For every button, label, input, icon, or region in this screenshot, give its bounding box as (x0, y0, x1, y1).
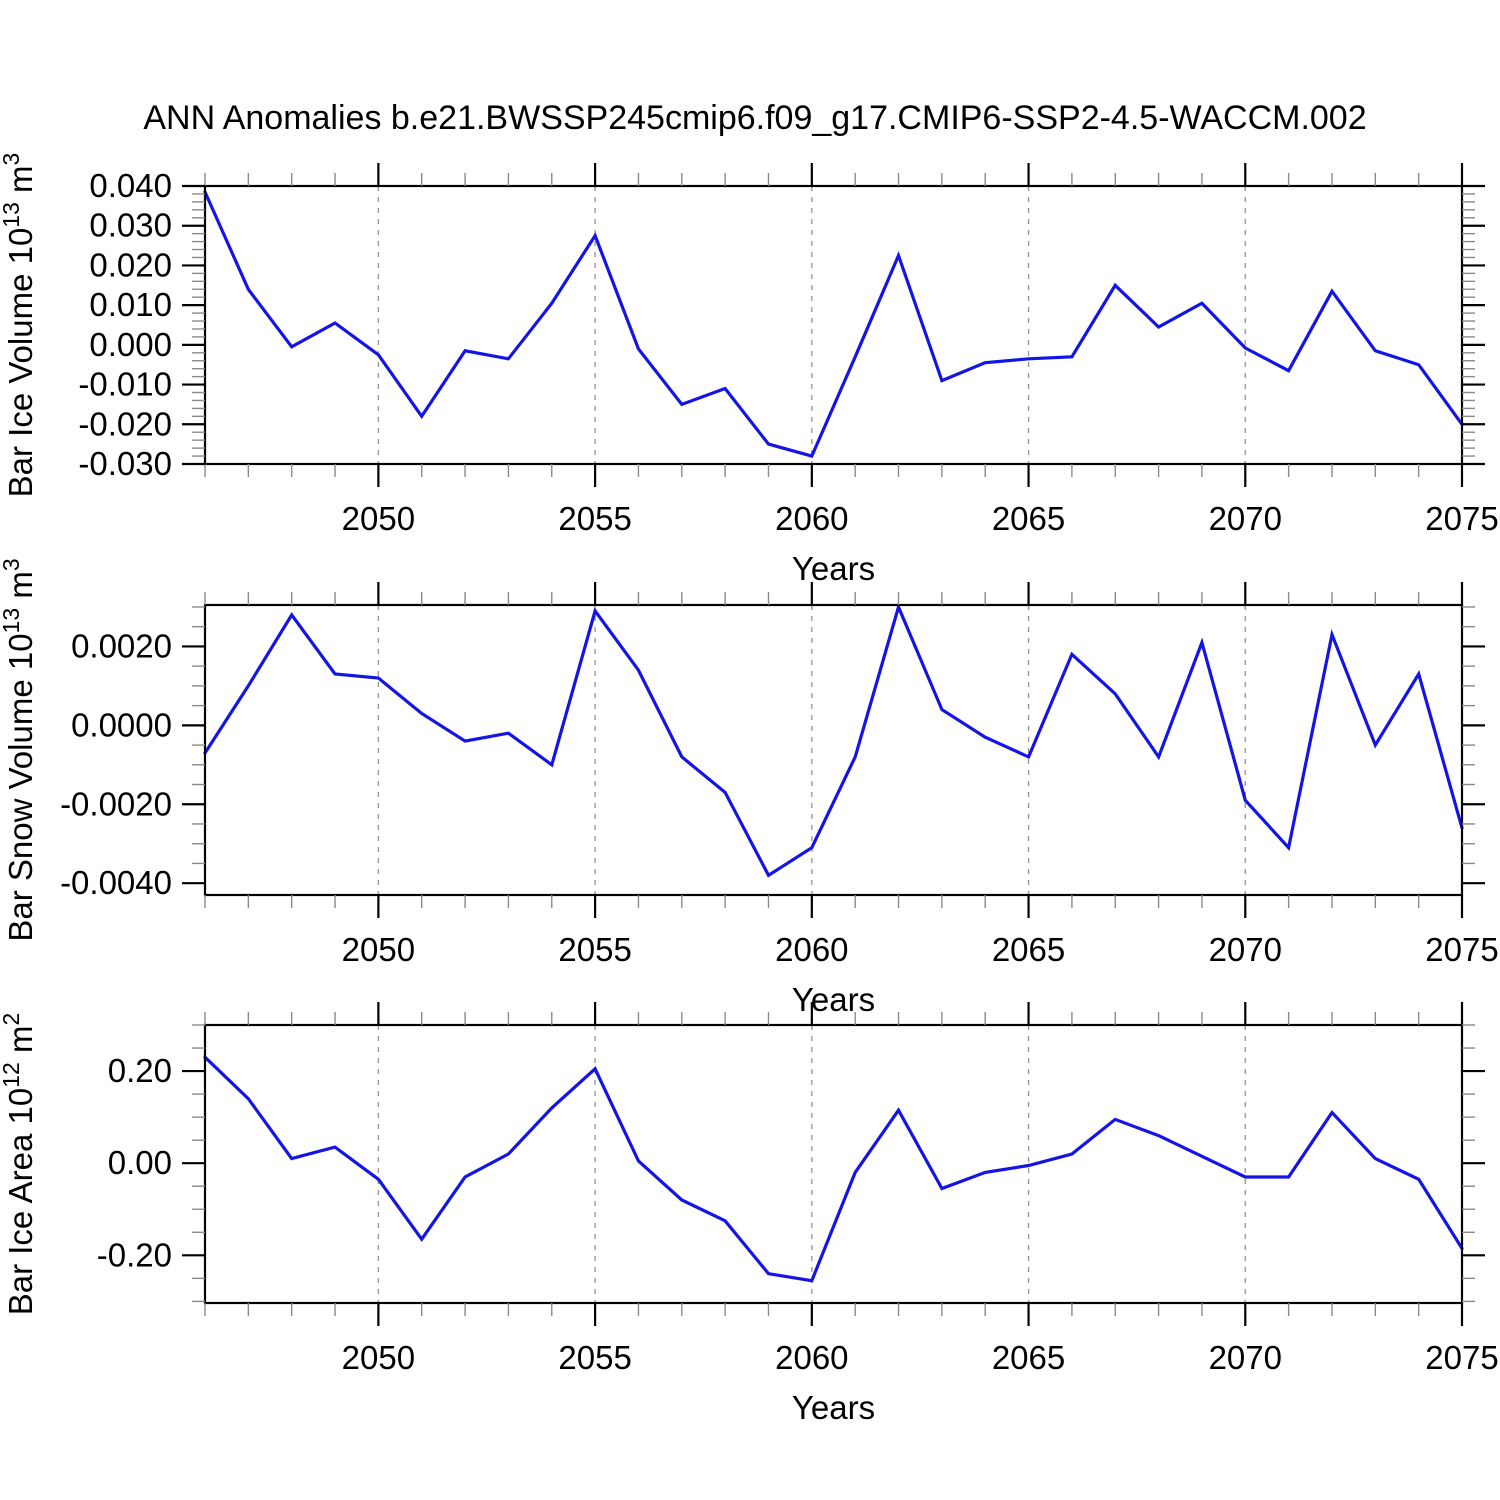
x-tick-label: 2060 (775, 1339, 848, 1376)
y-tick-label: 0.0000 (71, 706, 172, 743)
y-axis-title: Bar Snow Volume 1013 m3 (0, 558, 39, 941)
x-ticks (204, 163, 1464, 487)
y-tick-label: -0.020 (78, 405, 172, 442)
x-axis-title: Years (792, 1389, 875, 1426)
y-axis-title: Bar Ice Volume 1013 m3 (0, 153, 39, 498)
y-tick-label: -0.010 (78, 366, 172, 403)
y-tick-label: -0.0040 (60, 864, 172, 901)
panel-bar-ice-volume: 0.0400.0300.0200.0100.000-0.010-0.020-0.… (0, 153, 1499, 587)
data-line-bar-ice-area (203, 1055, 1464, 1283)
x-ticks (204, 1002, 1464, 1326)
x-tick-label: 2075 (1425, 1339, 1498, 1376)
y-tick-label: -0.030 (78, 445, 172, 482)
x-tick-label: 2070 (1209, 1339, 1282, 1376)
plot-frame (203, 603, 1464, 897)
y-ticks (182, 184, 1485, 466)
x-tick-label: 2070 (1209, 931, 1282, 968)
x-tick-label: 2055 (558, 931, 631, 968)
y-ticks (182, 1024, 1485, 1303)
panel-bar-ice-area: 0.20 0.00 -0.20 2050 2055 2060 2065 2070 2075 Yea… (0, 1002, 1499, 1426)
x-tick-label: 2075 (1425, 500, 1498, 537)
x-tick-label: 2055 (558, 1339, 631, 1376)
x-tick-label: 2060 (775, 500, 848, 537)
plot-frame (203, 184, 1464, 466)
y-tick-label: 0.040 (89, 167, 172, 204)
y-tick-label: 0.010 (89, 286, 172, 323)
x-tick-label: 2065 (992, 931, 1065, 968)
y-tick-label: -0.0020 (60, 785, 172, 822)
x-tick-label: 2050 (342, 500, 415, 537)
data-line-bar-ice-volume (203, 190, 1464, 459)
x-axis-title: Years (792, 550, 875, 587)
x-tick-label: 2055 (558, 500, 631, 537)
data-line-bar-snow-volume (203, 602, 1464, 878)
y-tick-label: 0.20 (108, 1052, 172, 1089)
x-tick-label: 2065 (992, 500, 1065, 537)
x-axis-title: Years (792, 981, 875, 1018)
x-tick-label: 2050 (342, 931, 415, 968)
panel-bar-snow-volume: 0.0020 0.0000 -0.0020 -0.0040 2050 2055 2060 20… (0, 558, 1499, 1018)
y-tick-label: 0.0020 (71, 627, 172, 664)
y-tick-label: 0.00 (108, 1144, 172, 1181)
x-tick-label: 2060 (775, 931, 848, 968)
y-tick-label: -0.20 (97, 1236, 172, 1273)
y-tick-label: 0.000 (89, 326, 172, 363)
x-tick-label: 2065 (992, 1339, 1065, 1376)
panels-group: 0.0400.0300.0200.0100.000-0.010-0.020-0.… (0, 153, 1499, 1426)
y-axis-title: Bar Ice Area 1012 m2 (0, 1013, 39, 1316)
y-ticks (182, 606, 1485, 885)
y-tick-label: 0.030 (89, 207, 172, 244)
plot-frame (203, 1023, 1464, 1305)
y-tick-label: 0.020 (89, 246, 172, 283)
x-tick-label: 2070 (1209, 500, 1282, 537)
x-tick-label: 2075 (1425, 931, 1498, 968)
x-tick-label: 2050 (342, 1339, 415, 1376)
figure-title: ANN Anomalies b.e21.BWSSP245cmip6.f09_g1… (143, 99, 1366, 137)
x-ticks (204, 582, 1464, 918)
